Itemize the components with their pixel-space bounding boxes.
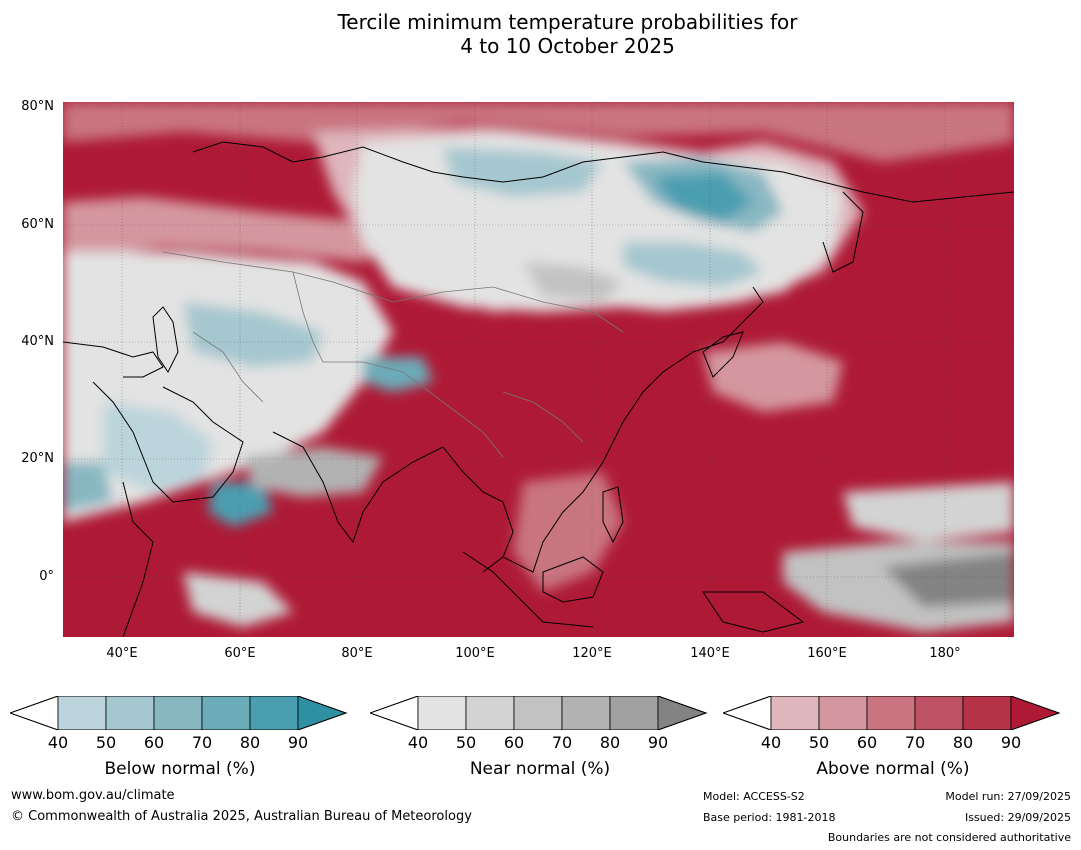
below-normal-colorbar <box>10 696 348 730</box>
lon-label-80e: 80°E <box>341 646 373 661</box>
lon-label-180: 180° <box>929 646 961 661</box>
above-tick-40: 40 <box>760 733 782 752</box>
near-normal-swatch-4 <box>561 696 611 730</box>
below-normal-swatch-2 <box>105 696 155 730</box>
lon-label-100e: 100°E <box>455 646 495 661</box>
above-tick-60: 60 <box>856 733 878 752</box>
lat-label-0: 0° <box>39 569 54 584</box>
above-normal-swatch-0 <box>723 696 772 730</box>
above-normal-swatch-4 <box>914 696 964 730</box>
above-normal-swatch-6 <box>1010 696 1061 730</box>
above-normal-colorbar <box>723 696 1061 730</box>
lon-label-140e: 140°E <box>690 646 730 661</box>
near-tick-60: 60 <box>503 733 525 752</box>
lat-label-20n: 20°N <box>21 451 54 466</box>
near-normal-swatch-0 <box>370 696 419 730</box>
above-tick-70: 70 <box>904 733 926 752</box>
lon-label-40e: 40°E <box>106 646 138 661</box>
below-normal-swatch-3 <box>153 696 203 730</box>
below-normal-swatch-5 <box>249 696 299 730</box>
map-title: Tercile minimum temperature probabilitie… <box>0 10 1081 58</box>
below-tick-60: 60 <box>143 733 165 752</box>
lon-label-60e: 60°E <box>224 646 256 661</box>
below-normal-swatch-6 <box>297 696 348 730</box>
near-tick-40: 40 <box>407 733 429 752</box>
above-tick-90: 90 <box>1000 733 1022 752</box>
probability-fields <box>63 102 1014 632</box>
lat-label-80n: 80°N <box>21 99 54 114</box>
below-normal-title: Below normal (%) <box>104 759 256 779</box>
boundaries-disclaimer: Boundaries are not considered authoritat… <box>827 831 1071 844</box>
title-line-1: Tercile minimum temperature probabilitie… <box>337 10 798 34</box>
near-tick-70: 70 <box>551 733 573 752</box>
model-info: Model: ACCESS-S2 <box>703 790 805 803</box>
near-normal-swatch-5 <box>609 696 659 730</box>
near-tick-50: 50 <box>455 733 477 752</box>
model-run-date: Model run: 27/09/2025 <box>945 790 1071 803</box>
near-normal-swatch-2 <box>465 696 515 730</box>
near-normal-title: Near normal (%) <box>469 759 611 779</box>
country-borders <box>162 251 624 458</box>
near-normal-swatch-3 <box>513 696 563 730</box>
below-tick-40: 40 <box>47 733 69 752</box>
website-link[interactable]: www.bom.gov.au/climate <box>11 788 175 803</box>
graticule <box>63 102 1014 637</box>
above-normal-title: Above normal (%) <box>816 759 970 779</box>
lat-label-40n: 40°N <box>21 334 54 349</box>
coastlines <box>63 141 1014 637</box>
below-tick-90: 90 <box>287 733 309 752</box>
near-tick-90: 90 <box>647 733 669 752</box>
issued-date: Issued: 29/09/2025 <box>964 811 1071 824</box>
copyright-notice: © Commonwealth of Australia 2025, Austra… <box>11 809 472 824</box>
base-period: Base period: 1981-2018 <box>703 811 836 824</box>
below-normal-swatch-1 <box>57 696 107 730</box>
lon-label-160e: 160°E <box>807 646 847 661</box>
above-normal-swatch-1 <box>770 696 820 730</box>
probability-map <box>63 102 1014 637</box>
near-tick-80: 80 <box>599 733 621 752</box>
below-tick-80: 80 <box>239 733 261 752</box>
above-normal-swatch-5 <box>962 696 1012 730</box>
near-normal-swatch-6 <box>657 696 708 730</box>
below-normal-swatch-4 <box>201 696 251 730</box>
above-tick-50: 50 <box>808 733 830 752</box>
above-normal-swatch-2 <box>818 696 868 730</box>
title-line-2: 4 to 10 October 2025 <box>460 34 675 58</box>
below-tick-50: 50 <box>95 733 117 752</box>
near-normal-colorbar <box>370 696 708 730</box>
below-tick-70: 70 <box>191 733 213 752</box>
lat-label-60n: 60°N <box>21 217 54 232</box>
near-normal-swatch-1 <box>417 696 467 730</box>
above-normal-swatch-3 <box>866 696 916 730</box>
lon-label-120e: 120°E <box>572 646 612 661</box>
above-tick-80: 80 <box>952 733 974 752</box>
below-normal-swatch-0 <box>10 696 59 730</box>
